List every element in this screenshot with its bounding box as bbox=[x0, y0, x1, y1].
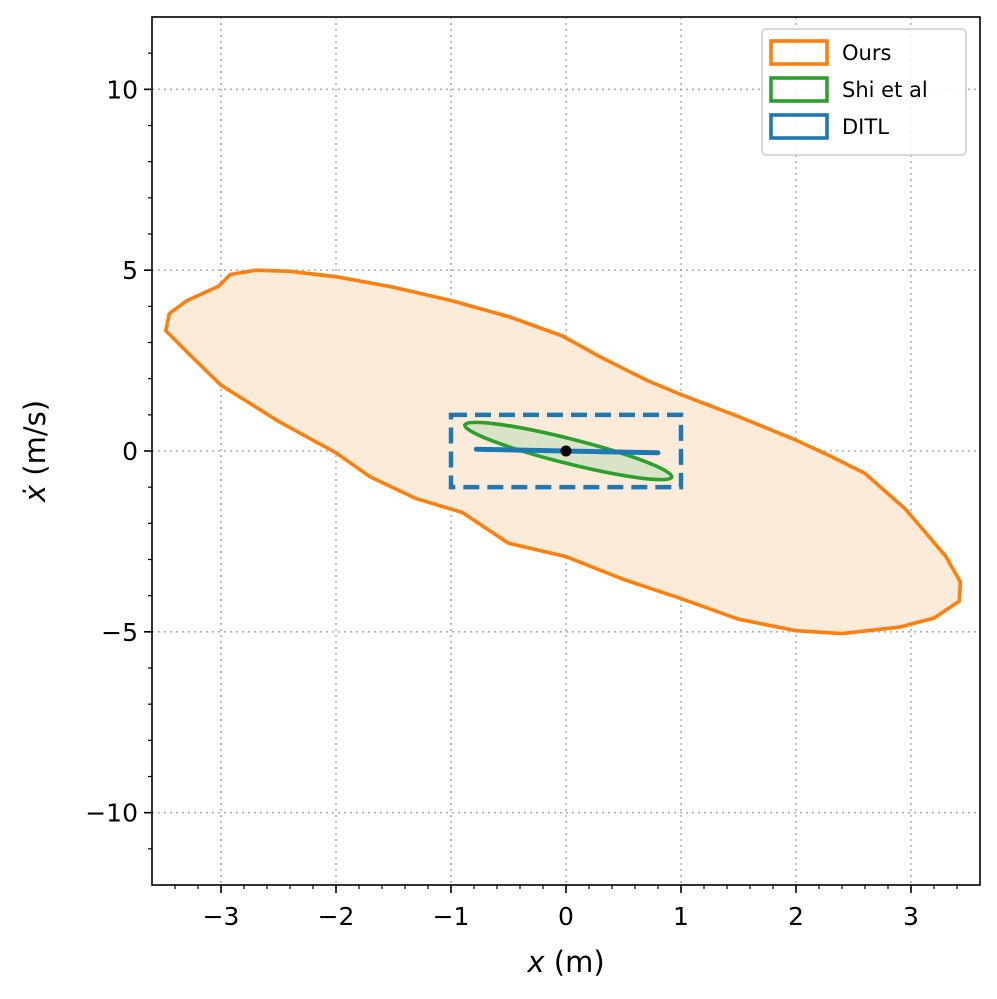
legend-label: Ours bbox=[842, 41, 891, 65]
y-tick-label: 0 bbox=[122, 437, 138, 466]
x-tick-label: −2 bbox=[318, 902, 355, 931]
x-tick-label: −3 bbox=[203, 902, 240, 931]
x-tick-label: 0 bbox=[558, 902, 574, 931]
origin-marker bbox=[560, 445, 572, 457]
legend-box bbox=[761, 28, 967, 156]
y-tick-label: −5 bbox=[101, 618, 138, 647]
x-tick-label: 3 bbox=[903, 902, 919, 931]
legend-swatch bbox=[769, 76, 829, 103]
legend: Ours Shi et al DITL bbox=[761, 28, 967, 156]
y-tick-label: −10 bbox=[85, 799, 138, 828]
legend-label: Shi et al bbox=[842, 78, 928, 102]
legend-label: DITL bbox=[842, 115, 889, 139]
x-tick-label: −1 bbox=[433, 902, 470, 931]
ditl-dashed-box bbox=[448, 412, 684, 490]
y-axis-label: ẋ (m/s) bbox=[18, 400, 52, 503]
y-tick-label: 5 bbox=[122, 256, 138, 285]
legend-swatch bbox=[769, 39, 829, 66]
x-tick-label: 2 bbox=[788, 902, 804, 931]
x-axis-label: x (m) bbox=[526, 945, 604, 979]
legend-swatch bbox=[769, 113, 829, 140]
x-tick-label: 1 bbox=[673, 902, 689, 931]
y-tick-label: 10 bbox=[106, 75, 138, 104]
